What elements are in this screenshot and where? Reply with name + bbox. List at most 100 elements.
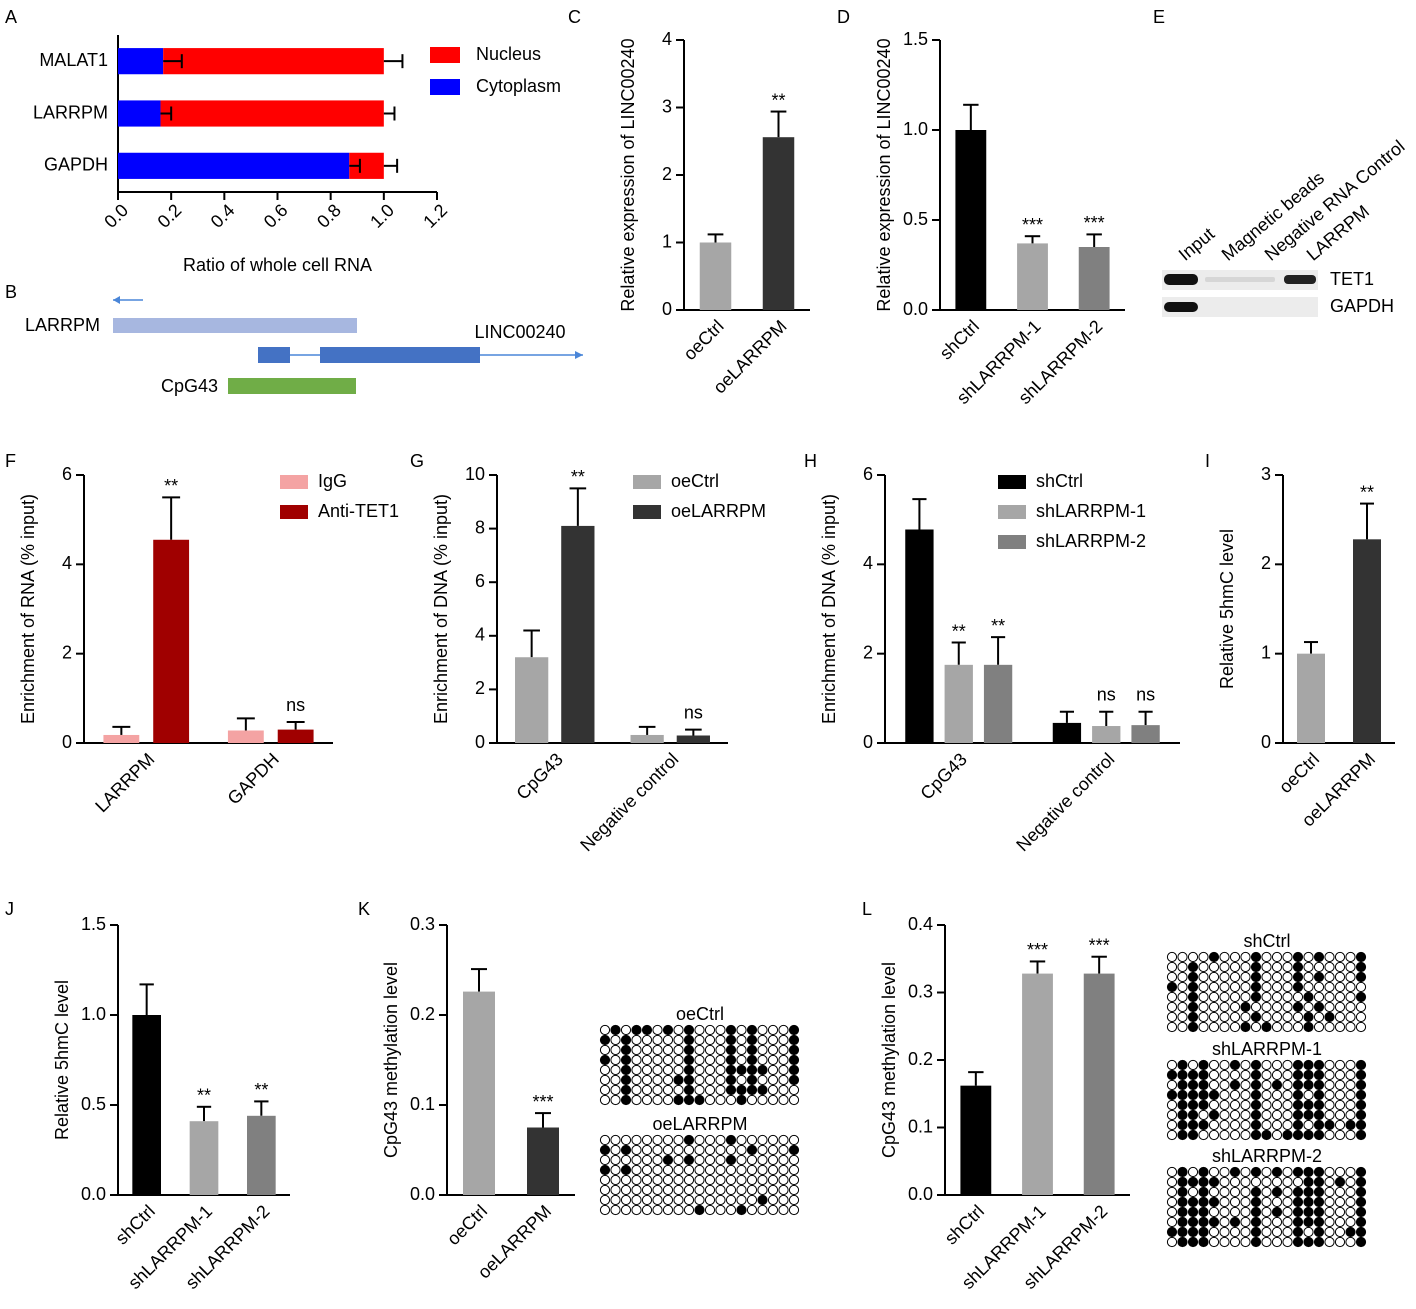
- cpg-dot: [1345, 1119, 1356, 1131]
- cpg-dot: [778, 1084, 789, 1096]
- cpg-dot: [1250, 1059, 1262, 1071]
- cpg-dot: [1219, 971, 1230, 983]
- x-tick-label: 0.8: [313, 200, 345, 232]
- cpg-dot: [1229, 961, 1241, 973]
- cpg-dot: [767, 1084, 779, 1096]
- cpg-dot: [1324, 971, 1335, 983]
- cpg-dot: [1166, 1216, 1178, 1228]
- cpg-dot: [652, 1074, 663, 1086]
- cpg-dot: [1177, 1099, 1188, 1111]
- bar: [1297, 653, 1325, 743]
- cpg-dot: [1292, 971, 1304, 983]
- cpg-dot: [631, 1064, 642, 1076]
- cpg-dot: [1166, 1099, 1178, 1111]
- cpg-dot: [1324, 1021, 1335, 1033]
- panel-letter: I: [1205, 451, 1210, 471]
- x-tick-label: 0.2: [154, 200, 186, 232]
- cpg-dot: [1292, 1001, 1304, 1013]
- cpg-dot: [1250, 1099, 1262, 1111]
- cpg-dot: [778, 1204, 789, 1216]
- cpg-dot: [662, 1094, 674, 1106]
- cpg-dot: [1250, 1089, 1262, 1101]
- cpg-dot: [641, 1174, 653, 1186]
- cpg-dot: [652, 1094, 663, 1106]
- cpg-dot: [757, 1054, 768, 1066]
- cpg-dot: [662, 1024, 674, 1036]
- cpg-dot: [620, 1134, 632, 1146]
- cpg-dot: [1282, 1089, 1293, 1101]
- cpg-dot: [767, 1134, 779, 1146]
- cpg-dot: [1271, 1069, 1283, 1081]
- cpg-dot: [673, 1024, 684, 1036]
- cpg-dot: [1250, 1129, 1262, 1141]
- cpg-dot: [767, 1034, 779, 1046]
- cpg-dot: [662, 1044, 674, 1056]
- cpg-dot: [1271, 1186, 1283, 1198]
- cpg-dot: [1208, 1176, 1220, 1188]
- cpg-dot: [1166, 1226, 1178, 1238]
- cpg-dot: [1345, 981, 1356, 993]
- gene-label: CpG43: [161, 376, 218, 396]
- cpg-dot: [1261, 1196, 1272, 1208]
- significance-label: **: [164, 476, 178, 496]
- cpg-dot: [673, 1154, 684, 1166]
- cpg-dot: [683, 1164, 695, 1176]
- significance-label: ns: [684, 702, 703, 722]
- cpg-dot: [788, 1184, 800, 1196]
- bar: [1083, 973, 1115, 1195]
- cpg-dot: [683, 1204, 695, 1216]
- cpg-dot: [1250, 981, 1262, 993]
- cpg-dot: [1187, 1069, 1199, 1081]
- cpg-dot: [1219, 1206, 1230, 1218]
- cpg-dot: [1187, 1176, 1199, 1188]
- cpg-dot: [1282, 1226, 1293, 1238]
- significance-label: **: [571, 467, 585, 487]
- cpg-dot: [1219, 1109, 1230, 1121]
- cpg-dot: [1177, 991, 1188, 1003]
- cpg-dot: [1177, 1021, 1188, 1033]
- x-axis-label: Ratio of whole cell RNA: [183, 255, 372, 275]
- cpg-dot: [1303, 961, 1314, 973]
- x-tick-label: oeCtrl: [1275, 749, 1323, 797]
- cpg-dot: [1345, 1089, 1356, 1101]
- legend-swatch: [998, 475, 1026, 489]
- cpg-dot: [1187, 1216, 1199, 1228]
- significance-label: ***: [1084, 213, 1105, 233]
- cpg-dot: [704, 1174, 716, 1186]
- cpg-dot: [1292, 1206, 1304, 1218]
- bar: [277, 729, 314, 743]
- cpg-dot: [1292, 951, 1304, 963]
- cpg-dot: [1177, 1129, 1188, 1141]
- cpg-dot: [746, 1034, 758, 1046]
- bar: [1131, 725, 1160, 743]
- cpg-dot: [1240, 971, 1251, 983]
- cpg-dot: [1219, 1226, 1230, 1238]
- cpg-dot: [1229, 981, 1241, 993]
- band: [1284, 275, 1316, 284]
- cpg-dot: [704, 1144, 716, 1156]
- cpg-dot: [599, 1094, 611, 1106]
- cpg-dot: [1261, 951, 1272, 963]
- cpg-dot: [1271, 1206, 1283, 1218]
- cpg-dot: [1250, 1011, 1262, 1023]
- cpg-dot: [599, 1064, 611, 1076]
- cpg-dot: [1208, 1011, 1220, 1023]
- cpg-dot: [788, 1154, 800, 1166]
- cpg-dot: [715, 1094, 726, 1106]
- cpg-dot: [757, 1074, 768, 1086]
- cpg-dot: [757, 1064, 768, 1076]
- legend-label: Anti-TET1: [318, 501, 399, 521]
- cpg-dot: [673, 1044, 684, 1056]
- cpg-dot: [1187, 991, 1199, 1003]
- cpg-dot: [778, 1054, 789, 1066]
- cpg-dot: [767, 1074, 779, 1086]
- cpg-dot: [1240, 1001, 1251, 1013]
- cpg-dot: [673, 1134, 684, 1146]
- cpg-dot: [778, 1184, 789, 1196]
- cpg-dot: [1166, 1021, 1178, 1033]
- cpg-dot: [746, 1134, 758, 1146]
- cpg-dot: [641, 1184, 653, 1196]
- y-tick-label: 0.2: [410, 1004, 435, 1024]
- legend-label: oeCtrl: [671, 471, 719, 491]
- cpg-dot: [631, 1154, 642, 1166]
